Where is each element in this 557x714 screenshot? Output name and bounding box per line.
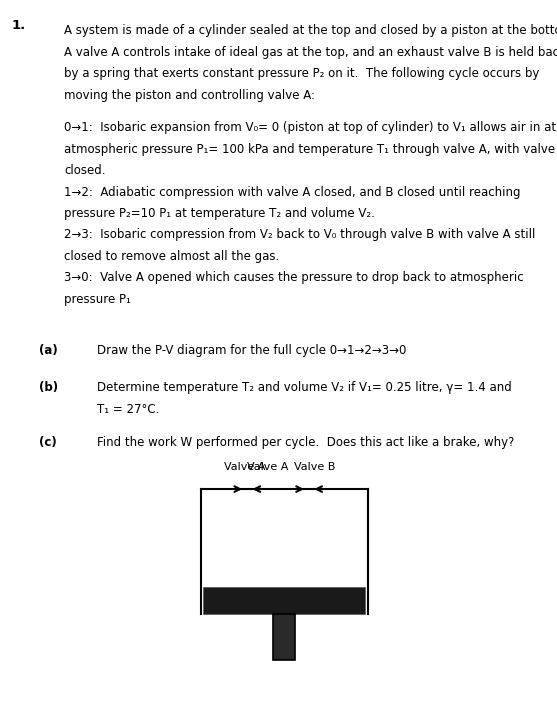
Text: 0→1:  Isobaric expansion from V₀= 0 (piston at top of cylinder) to V₁ allows air: 0→1: Isobaric expansion from V₀= 0 (pist… (64, 121, 556, 134)
Text: A valve A controls intake of ideal gas at the top, and an exhaust valve B is hel: A valve A controls intake of ideal gas a… (64, 46, 557, 59)
Text: Valve B: Valve B (294, 462, 335, 472)
Text: 2→3:  Isobaric compression from V₂ back to V₀ through valve B with valve A still: 2→3: Isobaric compression from V₂ back t… (64, 228, 535, 241)
Text: Draw the P-V diagram for the full cycle 0→1→2→3→0: Draw the P-V diagram for the full cycle … (97, 344, 407, 357)
Text: Find the work W performed per cycle.  Does this act like a brake, why?: Find the work W performed per cycle. Doe… (97, 436, 515, 448)
Text: closed.: closed. (64, 164, 106, 177)
Text: (c): (c) (39, 436, 57, 448)
Text: 3→0:  Valve A opened which causes the pressure to drop back to atmospheric: 3→0: Valve A opened which causes the pre… (64, 271, 524, 284)
Text: A system is made of a cylinder sealed at the top and closed by a piston at the b: A system is made of a cylinder sealed at… (64, 24, 557, 37)
Text: Valve A: Valve A (247, 462, 289, 472)
Text: (b): (b) (39, 381, 58, 394)
Text: 1→2:  Adiabatic compression with valve A closed, and B closed until reaching: 1→2: Adiabatic compression with valve A … (64, 186, 521, 198)
Text: Valve A: Valve A (224, 462, 265, 472)
Text: pressure P₁: pressure P₁ (64, 293, 131, 306)
Text: closed to remove almost all the gas.: closed to remove almost all the gas. (64, 250, 279, 263)
Text: 1.: 1. (11, 19, 26, 31)
Text: Determine temperature T₂ and volume V₂ if V₁= 0.25 litre, γ= 1.4 and: Determine temperature T₂ and volume V₂ i… (97, 381, 512, 394)
Text: moving the piston and controlling valve A:: moving the piston and controlling valve … (64, 89, 315, 101)
Text: by a spring that exerts constant pressure P₂ on it.  The following cycle occurs : by a spring that exerts constant pressur… (64, 67, 539, 80)
Text: pressure P₂=10 P₁ at temperature T₂ and volume V₂.: pressure P₂=10 P₁ at temperature T₂ and … (64, 207, 375, 220)
Text: T₁ = 27°C.: T₁ = 27°C. (97, 403, 160, 416)
FancyBboxPatch shape (273, 614, 295, 660)
FancyBboxPatch shape (203, 587, 365, 614)
Text: (a): (a) (39, 344, 58, 357)
Text: atmospheric pressure P₁= 100 kPa and temperature T₁ through valve A, with valve : atmospheric pressure P₁= 100 kPa and tem… (64, 143, 557, 156)
